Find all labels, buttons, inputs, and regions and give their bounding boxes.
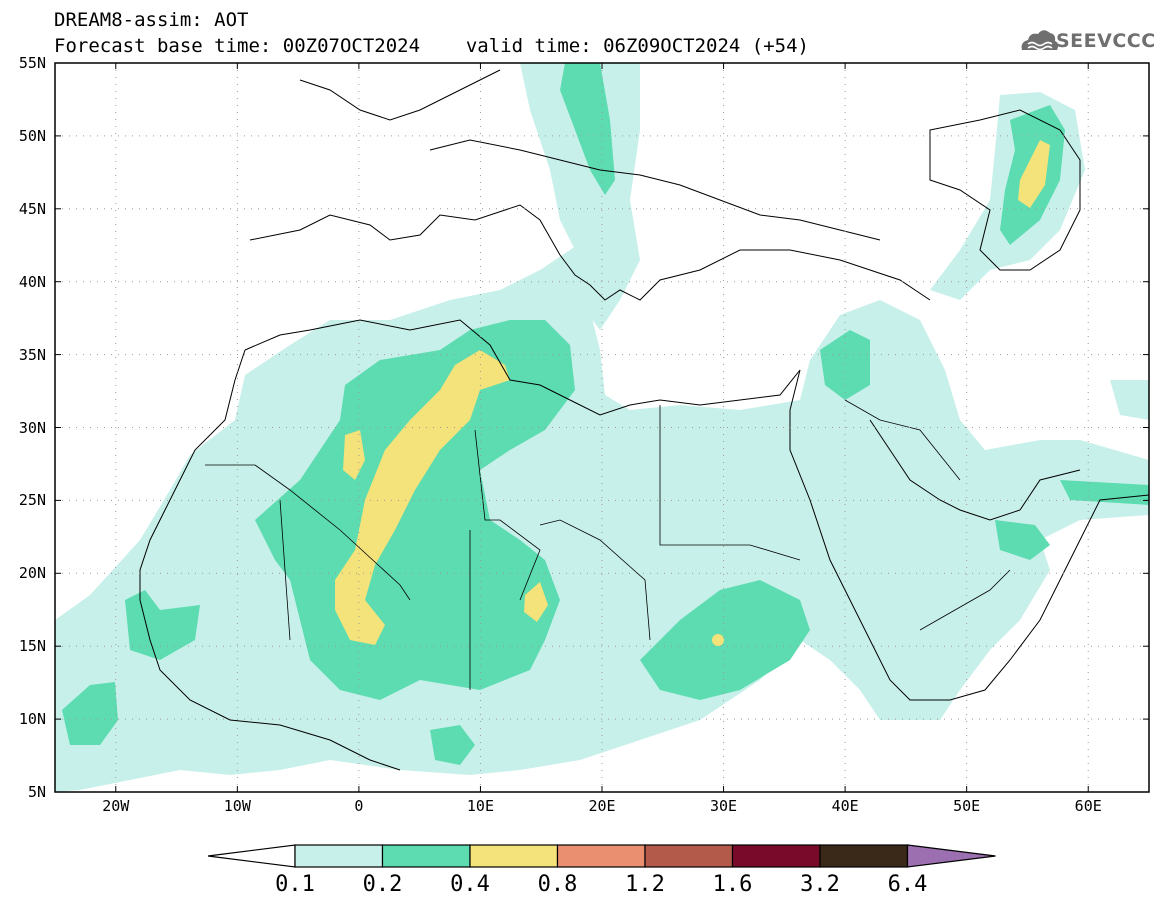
lon-label: 10W [223,797,251,815]
aot-band-0.4-0.8 [335,140,1050,646]
logo-text: SEEVCCC [1056,30,1156,52]
cloud-icon [1021,30,1059,51]
aot-field [55,63,1149,792]
lon-label: 40E [831,797,859,815]
axis-ticks [55,62,1149,793]
lat-label: 50N [18,126,46,145]
lat-label: 15N [18,637,46,656]
valid-time: valid time: 06Z09OCT2024 (+54) [465,35,809,57]
lat-label: 20N [18,564,46,583]
base-time: Forecast base time: 00Z07OCT2024 [54,35,421,57]
grid-lines [55,63,1149,792]
lon-label: 20W [102,797,130,815]
coastlines [139,69,1149,771]
lat-label: 40N [18,272,46,291]
colorbar-level-label: 1.2 [625,872,665,897]
lon-label: 30E [710,797,738,815]
lat-label: 25N [18,491,46,510]
colorbar-level-label: 0.4 [450,872,490,897]
colorbar-level-label: 0.2 [362,872,403,897]
borders [205,399,1011,690]
lat-label: 35N [18,345,46,364]
lat-label: 10N [18,710,46,729]
lon-label: 50E [953,797,981,815]
lon-label: 10E [466,797,494,815]
lat-label: 5N [27,783,46,801]
map [54,62,1150,793]
map-title: DREAM8-assim: AOT [54,9,249,31]
colorbar-level-label: 0.1 [275,872,315,897]
forecast-times: Forecast base time: 00Z07OCT2024 valid t… [54,35,809,57]
colorbar-level-label: 0.8 [537,872,578,897]
colorbar-level-label: 6.4 [887,872,928,897]
lon-label: 0 [354,797,364,815]
lat-label: 45N [18,199,46,218]
lon-label: 60E [1074,797,1102,815]
lat-label: 55N [18,54,46,72]
lon-label: 20E [588,797,616,815]
colorbar-level-label: 1.6 [712,872,753,897]
lat-label: 30N [18,418,46,437]
colorbar-level-label: 3.2 [800,872,840,897]
